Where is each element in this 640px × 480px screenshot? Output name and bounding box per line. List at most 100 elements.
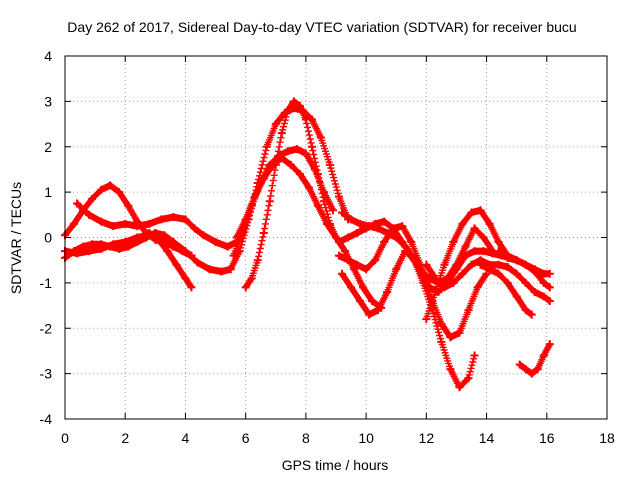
data-point (97, 217, 106, 226)
data-point (494, 247, 503, 256)
data-point (545, 283, 554, 292)
data-point (512, 269, 521, 278)
data-point (521, 365, 530, 374)
data-point (335, 251, 344, 260)
data-point (241, 283, 250, 292)
data-point (283, 147, 292, 156)
chart-title: Day 262 of 2017, Sidereal Day-to-day VTE… (67, 19, 576, 35)
data-point (422, 260, 431, 269)
series-markers (516, 342, 553, 378)
data-point (539, 351, 548, 360)
series-track-5 (127, 228, 196, 292)
data-point (316, 133, 325, 142)
x-tick-label: 2 (121, 430, 129, 446)
data-point (250, 192, 259, 201)
data-point (446, 333, 455, 342)
data-point (503, 278, 512, 287)
data-point (259, 174, 268, 183)
data-point (181, 215, 190, 224)
x-axis-label: GPS time / hours (282, 457, 389, 473)
series-track-9 (232, 154, 386, 312)
data-point (494, 238, 503, 247)
data-point (247, 274, 256, 283)
data-point (268, 160, 277, 169)
data-point (458, 269, 467, 278)
data-point (292, 145, 301, 154)
data-point (515, 360, 524, 369)
data-point (97, 185, 106, 194)
data-point (503, 262, 512, 271)
data-point (512, 292, 521, 301)
data-point (338, 269, 347, 278)
data-point (539, 292, 548, 301)
y-tick-label: 4 (44, 48, 52, 64)
data-point (199, 231, 208, 240)
data-point (458, 219, 467, 228)
data-point (217, 267, 226, 276)
data-point (121, 219, 130, 228)
series-track-15 (422, 256, 554, 306)
data-point (241, 215, 250, 224)
x-tick-label: 14 (479, 430, 495, 446)
data-point (530, 267, 539, 276)
data-point (211, 238, 220, 247)
data-series (61, 97, 554, 392)
data-point (307, 142, 316, 151)
data-point (356, 219, 365, 228)
x-tick-label: 4 (182, 430, 190, 446)
data-point (286, 160, 295, 169)
data-point (295, 169, 304, 178)
data-point (359, 283, 368, 292)
data-point (383, 287, 392, 296)
data-point (449, 278, 458, 287)
data-point (398, 238, 407, 247)
data-point (485, 265, 494, 274)
data-point (473, 283, 482, 292)
data-point (85, 210, 94, 219)
data-point (485, 219, 494, 228)
data-point (226, 265, 235, 274)
y-tick-label: -1 (40, 275, 53, 291)
series-track-18 (515, 340, 554, 378)
data-point (425, 283, 434, 292)
data-point (392, 265, 401, 274)
data-point (362, 265, 371, 274)
data-point (479, 247, 488, 256)
data-point (259, 228, 268, 237)
data-point (328, 206, 337, 215)
data-point (470, 351, 479, 360)
data-point (262, 142, 271, 151)
data-point (271, 120, 280, 129)
y-tick-label: 0 (44, 230, 52, 246)
data-point (88, 240, 97, 249)
data-point (310, 165, 319, 174)
data-point (545, 340, 554, 349)
data-point (335, 238, 344, 247)
data-point (539, 278, 548, 287)
data-point (73, 249, 82, 258)
series-track-4 (73, 199, 241, 251)
data-point (319, 188, 328, 197)
data-point (446, 365, 455, 374)
data-point (307, 115, 316, 124)
data-point (277, 129, 286, 138)
data-point (341, 247, 350, 256)
data-point (223, 242, 232, 251)
data-point (190, 224, 199, 233)
data-point (229, 251, 238, 260)
data-point (265, 197, 274, 206)
data-point (455, 328, 464, 337)
data-point (380, 238, 389, 247)
data-point (476, 206, 485, 215)
data-point (73, 199, 82, 208)
x-tick-label: 0 (61, 430, 69, 446)
data-point (512, 256, 521, 265)
data-point (464, 306, 473, 315)
data-point (253, 256, 262, 265)
data-point (313, 201, 322, 210)
data-point (133, 222, 142, 231)
data-point (344, 233, 353, 242)
data-point (476, 260, 485, 269)
data-point (322, 219, 331, 228)
